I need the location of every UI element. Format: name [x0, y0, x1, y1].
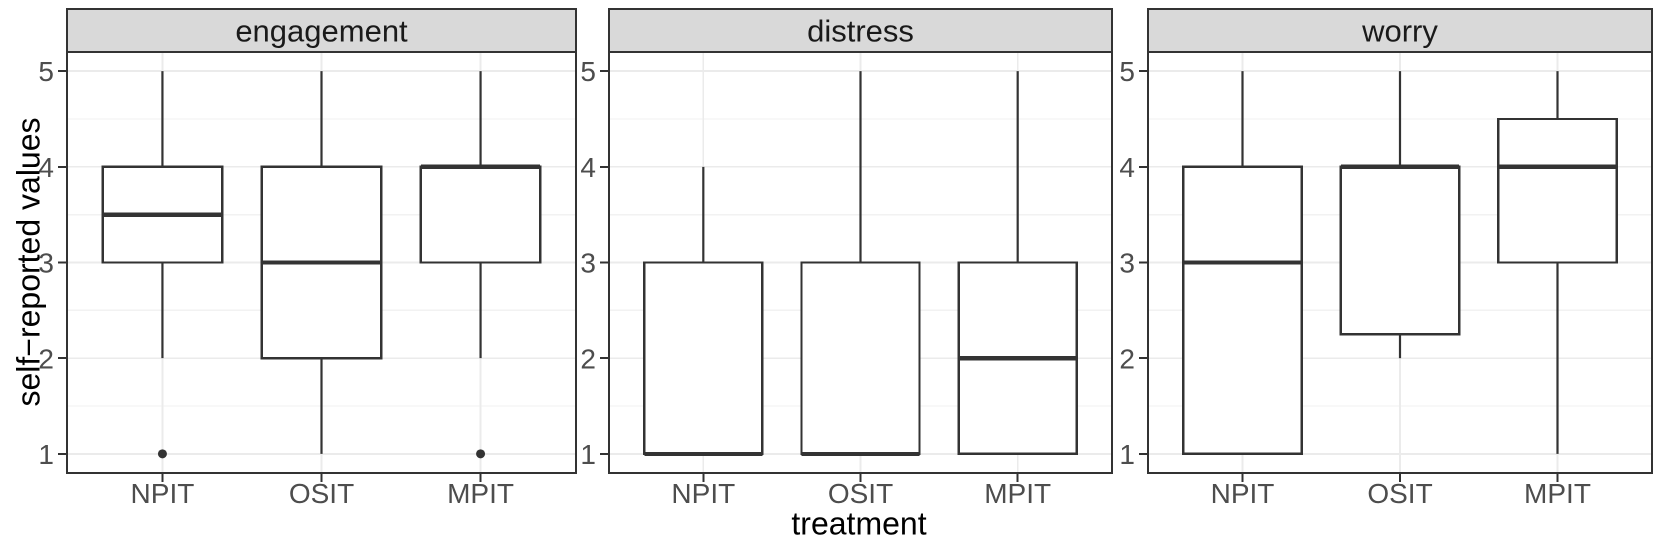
y-axis-title: self−reported values [10, 117, 47, 407]
x-tick-label: OSIT [289, 478, 354, 509]
boxplot-worry-MPIT [1497, 71, 1618, 454]
y-tick-label: 5 [580, 56, 596, 87]
facet-strip [66, 8, 577, 53]
box [643, 261, 764, 456]
y-tick-label: 3 [38, 248, 54, 279]
x-tick-label: NPIT [131, 478, 195, 509]
y-tick-label: 3 [580, 248, 596, 279]
boxplot-distress-NPIT [643, 166, 764, 456]
boxplot-engagement-MPIT [419, 71, 542, 459]
facet-strip [1147, 8, 1653, 53]
y-tick-label: 4 [1119, 152, 1135, 183]
y-tick-label: 5 [38, 56, 54, 87]
y-tick-label: 3 [1119, 248, 1135, 279]
y-tick-label: 1 [1119, 439, 1135, 470]
x-tick-label: MPIT [1524, 478, 1591, 509]
boxplot-engagement-OSIT [260, 71, 383, 454]
x-tick-label: NPIT [1211, 478, 1275, 509]
box [1182, 165, 1303, 456]
facet-strip [608, 8, 1113, 53]
y-tick-label: 4 [580, 152, 596, 183]
box [419, 165, 542, 264]
x-tick-label: OSIT [1367, 478, 1432, 509]
outlier-point [157, 449, 167, 459]
boxplot-worry-OSIT [1339, 71, 1461, 359]
box [1497, 117, 1618, 264]
x-tick-label: NPIT [671, 478, 735, 509]
x-tick-label: OSIT [828, 478, 893, 509]
boxplot-worry-NPIT [1182, 71, 1303, 456]
boxplot-engagement-NPIT [101, 71, 224, 459]
x-tick-label: MPIT [447, 478, 514, 509]
y-tick-label: 5 [1119, 56, 1135, 87]
y-tick-label: 2 [38, 343, 54, 374]
y-tick-label: 4 [38, 152, 54, 183]
outlier-point [476, 449, 486, 459]
boxplot-distress-OSIT [800, 71, 921, 456]
y-tick-label: 1 [580, 439, 596, 470]
facet-worry: worry 1 2 3 4 5 NPIT OSIT MPIT [1119, 8, 1653, 509]
boxplot-distress-MPIT [957, 71, 1078, 456]
x-axis-title: treatment [791, 505, 927, 542]
x-tick-label: MPIT [984, 478, 1051, 509]
facet-distress: distress 1 2 3 4 5 NPIT OSIT MPIT [580, 8, 1113, 509]
facet-engagement: engagement 1 2 3 4 5 NPIT OSIT MPIT [38, 8, 577, 509]
facet-label: distress [807, 14, 914, 49]
facet-label: engagement [235, 14, 408, 49]
y-tick-label: 2 [1119, 343, 1135, 374]
facet-label: worry [1361, 14, 1438, 49]
y-tick-label: 2 [580, 343, 596, 374]
box [800, 261, 921, 456]
y-tick-label: 1 [38, 439, 54, 470]
box [1339, 165, 1461, 336]
